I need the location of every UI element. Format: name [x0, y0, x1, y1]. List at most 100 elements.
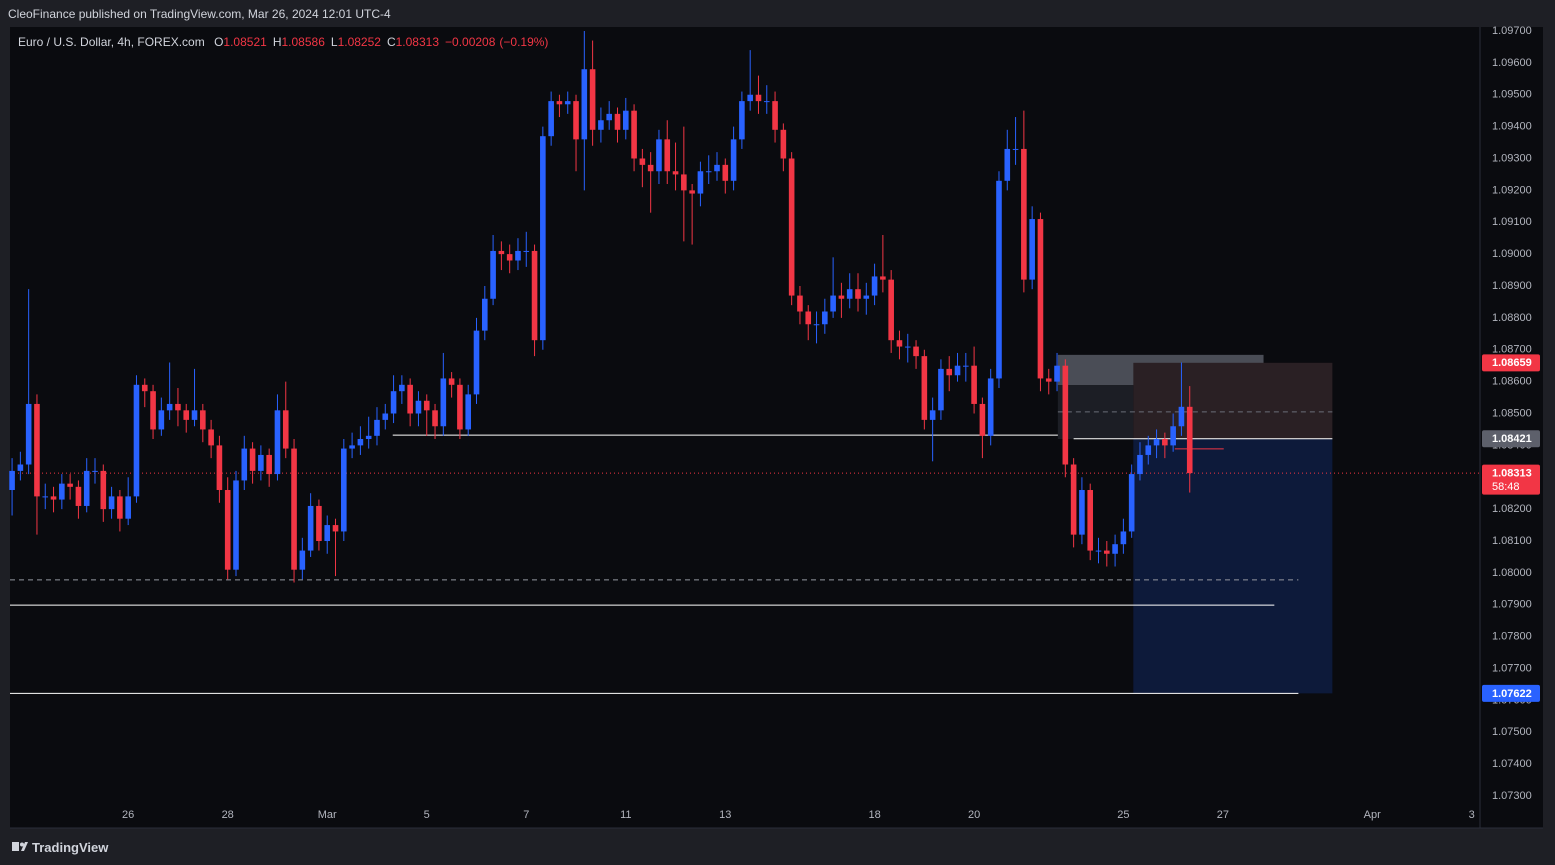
ohlc-value: 1.08313 — [395, 35, 440, 49]
candle-body — [266, 454, 272, 475]
y-tick-label: 1.09500 — [1492, 89, 1532, 101]
candle-body — [1004, 148, 1011, 181]
candle-body — [1103, 550, 1110, 554]
candle-body — [1037, 219, 1044, 379]
y-tick-label: 1.09400 — [1492, 121, 1532, 133]
candle-body — [1079, 490, 1085, 535]
candle-body — [888, 279, 894, 341]
candle-body — [515, 250, 521, 261]
candle-body — [656, 139, 662, 172]
candle-body — [631, 110, 637, 159]
x-tick-label: Mar — [318, 809, 337, 821]
candle-body — [382, 413, 389, 420]
candle-body — [332, 525, 339, 532]
candle-body — [50, 496, 57, 500]
candle-body — [316, 505, 322, 542]
price-tag-label: 1.08313 — [1492, 468, 1532, 480]
candle-body — [805, 311, 812, 325]
candle-body — [1153, 439, 1160, 446]
candle-body — [1095, 550, 1102, 552]
candle-body — [423, 400, 430, 411]
ohlc-value: 1.08252 — [337, 35, 381, 49]
price-tag — [1482, 354, 1540, 372]
candle-body — [681, 174, 687, 191]
candle-body — [788, 158, 795, 296]
candle-body — [672, 171, 679, 175]
logo-part — [12, 842, 19, 851]
ohlc-label: C — [386, 35, 396, 49]
candle-body — [722, 164, 729, 181]
candle-body — [1120, 531, 1127, 545]
candle-body — [598, 120, 604, 130]
y-tick-label: 1.07400 — [1492, 758, 1532, 770]
candle-body — [249, 448, 256, 471]
candle-body — [141, 384, 148, 392]
y-tick-label: 1.08500 — [1492, 407, 1532, 419]
ohlc-label: H — [272, 35, 282, 49]
candle-body — [647, 164, 654, 172]
candle-body — [390, 391, 397, 414]
candle-body — [133, 384, 140, 497]
candle-body — [448, 378, 455, 385]
candle-body — [548, 101, 554, 137]
candle-body — [208, 429, 214, 446]
candle-body — [92, 470, 98, 472]
candle-body — [191, 410, 198, 420]
candle-body — [415, 400, 422, 414]
candle-body — [714, 164, 720, 172]
candle-body — [780, 129, 787, 159]
candle-body — [540, 136, 546, 341]
candle-body — [365, 435, 372, 440]
y-tick-label: 1.08700 — [1492, 344, 1532, 356]
candle-body — [100, 470, 107, 510]
candle-body — [573, 101, 579, 140]
ohlc-value: 1.08586 — [281, 35, 325, 49]
candle-body — [689, 190, 695, 194]
candle-body — [1162, 439, 1168, 446]
ohlc-label: L — [330, 35, 338, 49]
candle-body — [175, 403, 181, 411]
symbol-title: Euro / U.S. Dollar, 4h, FOREX.com — [18, 35, 205, 49]
candle-body — [25, 403, 32, 465]
y-tick-label: 1.08200 — [1492, 503, 1532, 515]
y-tick-label: 1.07500 — [1492, 726, 1532, 738]
candle-body — [763, 101, 770, 103]
candle-body — [846, 289, 853, 299]
candle-body — [407, 384, 413, 414]
candle-body — [730, 139, 737, 181]
candle-body — [108, 496, 115, 510]
candle-body — [224, 490, 231, 570]
candle-body — [183, 410, 190, 420]
candle-body — [1045, 378, 1052, 382]
candle-body — [1029, 219, 1035, 280]
price-tag — [1482, 430, 1540, 448]
candle-body — [1128, 474, 1135, 532]
x-tick-label: 27 — [1217, 809, 1229, 821]
candle-body — [75, 486, 82, 506]
x-tick-label: Apr — [1364, 809, 1381, 821]
y-tick-label: 1.09000 — [1492, 248, 1532, 260]
candle-body — [67, 483, 73, 487]
candle-body — [904, 346, 911, 348]
zones — [1057, 354, 1333, 694]
candle-body — [291, 448, 297, 570]
candle-body — [639, 158, 646, 165]
candle-body — [432, 410, 438, 427]
candle-body — [813, 324, 820, 326]
candle-body — [838, 295, 845, 299]
candle-body — [797, 295, 803, 312]
candle-body — [299, 550, 306, 570]
candle-body — [1178, 406, 1185, 427]
candle-body — [871, 276, 878, 296]
y-tick-label: 1.08000 — [1492, 567, 1532, 579]
candle-body — [1186, 406, 1193, 474]
candle-body — [498, 250, 505, 255]
candle-body — [1070, 464, 1077, 535]
y-tick-label: 1.07700 — [1492, 662, 1532, 674]
candle-body — [166, 403, 173, 411]
candle-body — [1021, 148, 1027, 280]
candle-body — [622, 110, 629, 130]
y-tick-label: 1.09200 — [1492, 184, 1532, 196]
candle-body — [830, 295, 836, 312]
